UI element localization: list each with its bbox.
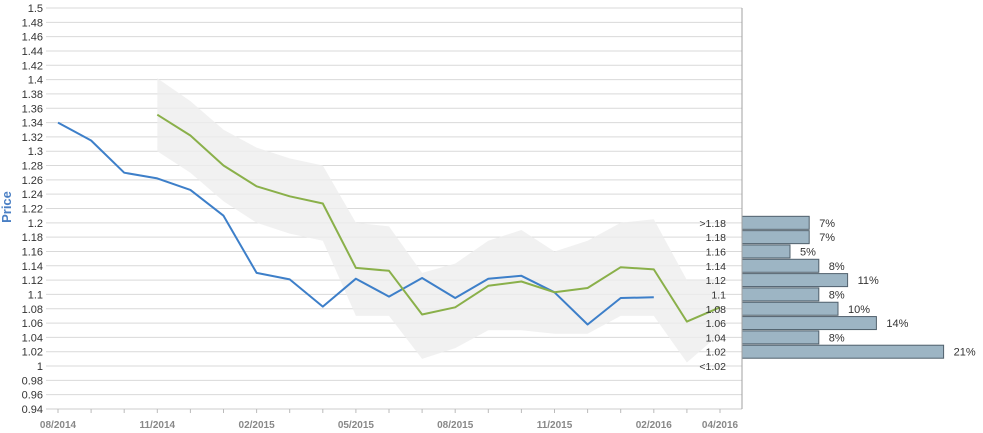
y-tick-label: 0.96 [22, 390, 43, 402]
x-tick-label: 05/2015 [338, 420, 375, 431]
y-tick-label: 1.32 [22, 132, 43, 144]
distribution-category-label: 1.06 [706, 318, 727, 330]
y-tick-label: 1.16 [22, 246, 43, 258]
distribution-bar [741, 230, 810, 245]
forecast-price-line [156, 113, 721, 323]
distribution-bar [741, 330, 820, 345]
axis-layer: 0.94 0.96 0.98 1 1.02 1.04 1.06 1.08 1.1 1.12 1.14… [22, 3, 743, 431]
y-tick-label: 1.04 [22, 332, 43, 344]
x-tick-label: 08/2015 [437, 420, 474, 431]
x-tick-label: 11/2014 [139, 420, 175, 431]
distribution-bar [741, 344, 945, 359]
y-tick-label: 1.46 [22, 32, 43, 44]
y-tick-label: 1.2 [28, 218, 43, 230]
y-axis-label: Price [0, 191, 14, 223]
distribution-category-label: >1.18 [699, 218, 726, 230]
y-tick-label: 1.44 [22, 46, 43, 58]
distribution-bar [741, 244, 791, 259]
y-tick-label: 1.12 [22, 275, 43, 287]
distribution-bar [741, 258, 820, 273]
distribution-category-label: 1.04 [706, 332, 727, 344]
x-tick-label: 11/2015 [537, 420, 573, 431]
y-tick-label: 1.06 [22, 318, 43, 330]
distribution-percent-label: 21% [954, 347, 976, 359]
distribution-category-label: 1.16 [706, 246, 727, 258]
y-tick-label: 1.24 [22, 189, 43, 201]
y-tick-label: 1.4 [28, 75, 43, 87]
distribution-percent-label: 14% [886, 318, 908, 330]
y-tick-label: 1.42 [22, 60, 43, 72]
x-tick-label: 08/2014 [40, 420, 77, 431]
y-tick-label: 1.28 [22, 161, 43, 173]
y-tick-label: 1.5 [28, 3, 43, 15]
distribution-category-label: 1.08 [706, 304, 727, 316]
distribution-bar [741, 273, 849, 288]
y-tick-label: 1.02 [22, 347, 43, 359]
distribution-percent-label: 11% [858, 275, 879, 287]
x-tick-label: 04/2016 [702, 420, 739, 431]
grid-layer [46, 7, 742, 410]
distribution-percent-label: 7% [819, 218, 835, 230]
y-tick-label: 1.14 [22, 261, 43, 273]
distribution-layer: >1.18 7% 1.18 7% 1.16 5% 1.14 8% 1.12 11% 1.1 8% 1.0… [699, 215, 976, 373]
x-tick-label: 02/2016 [636, 420, 673, 431]
distribution-percent-label: 8% [829, 289, 845, 301]
distribution-bar [741, 287, 820, 302]
distribution-category-label: 1.12 [706, 275, 727, 287]
y-tick-label: 1.3 [28, 146, 43, 158]
y-tick-label: 1.18 [22, 232, 43, 244]
distribution-category-label: 1.1 [711, 289, 726, 301]
y-tick-label: 1.48 [22, 17, 43, 29]
distribution-percent-label: 7% [819, 232, 835, 244]
distribution-category-label: <1.02 [699, 361, 726, 373]
x-tick-label: 02/2015 [239, 420, 276, 431]
y-tick-label: 1.36 [22, 103, 43, 115]
distribution-percent-label: 10% [848, 304, 870, 316]
distribution-bar [741, 215, 810, 230]
distribution-percent-label: 8% [829, 261, 845, 273]
y-tick-label: 1.1 [28, 289, 43, 301]
distribution-percent-label: 5% [800, 246, 816, 258]
y-tick-label: 0.98 [22, 375, 43, 387]
distribution-bar [741, 301, 839, 316]
y-tick-label: 1 [37, 361, 43, 373]
series-line-layer [57, 113, 721, 326]
y-tick-label: 0.94 [22, 404, 43, 416]
y-tick-label: 1.22 [22, 204, 43, 216]
distribution-percent-label: 8% [829, 332, 845, 344]
forecast-band [157, 78, 721, 363]
y-tick-label: 1.34 [22, 118, 43, 130]
y-tick-label: 1.26 [22, 175, 43, 187]
y-tick-label: 1.08 [22, 304, 43, 316]
distribution-category-label: 1.02 [706, 347, 727, 359]
distribution-category-label: 1.14 [706, 261, 727, 273]
distribution-bar [741, 316, 877, 331]
y-tick-label: 1.38 [22, 89, 43, 101]
distribution-category-label: 1.18 [706, 232, 727, 244]
forecast-band-layer [157, 78, 721, 363]
